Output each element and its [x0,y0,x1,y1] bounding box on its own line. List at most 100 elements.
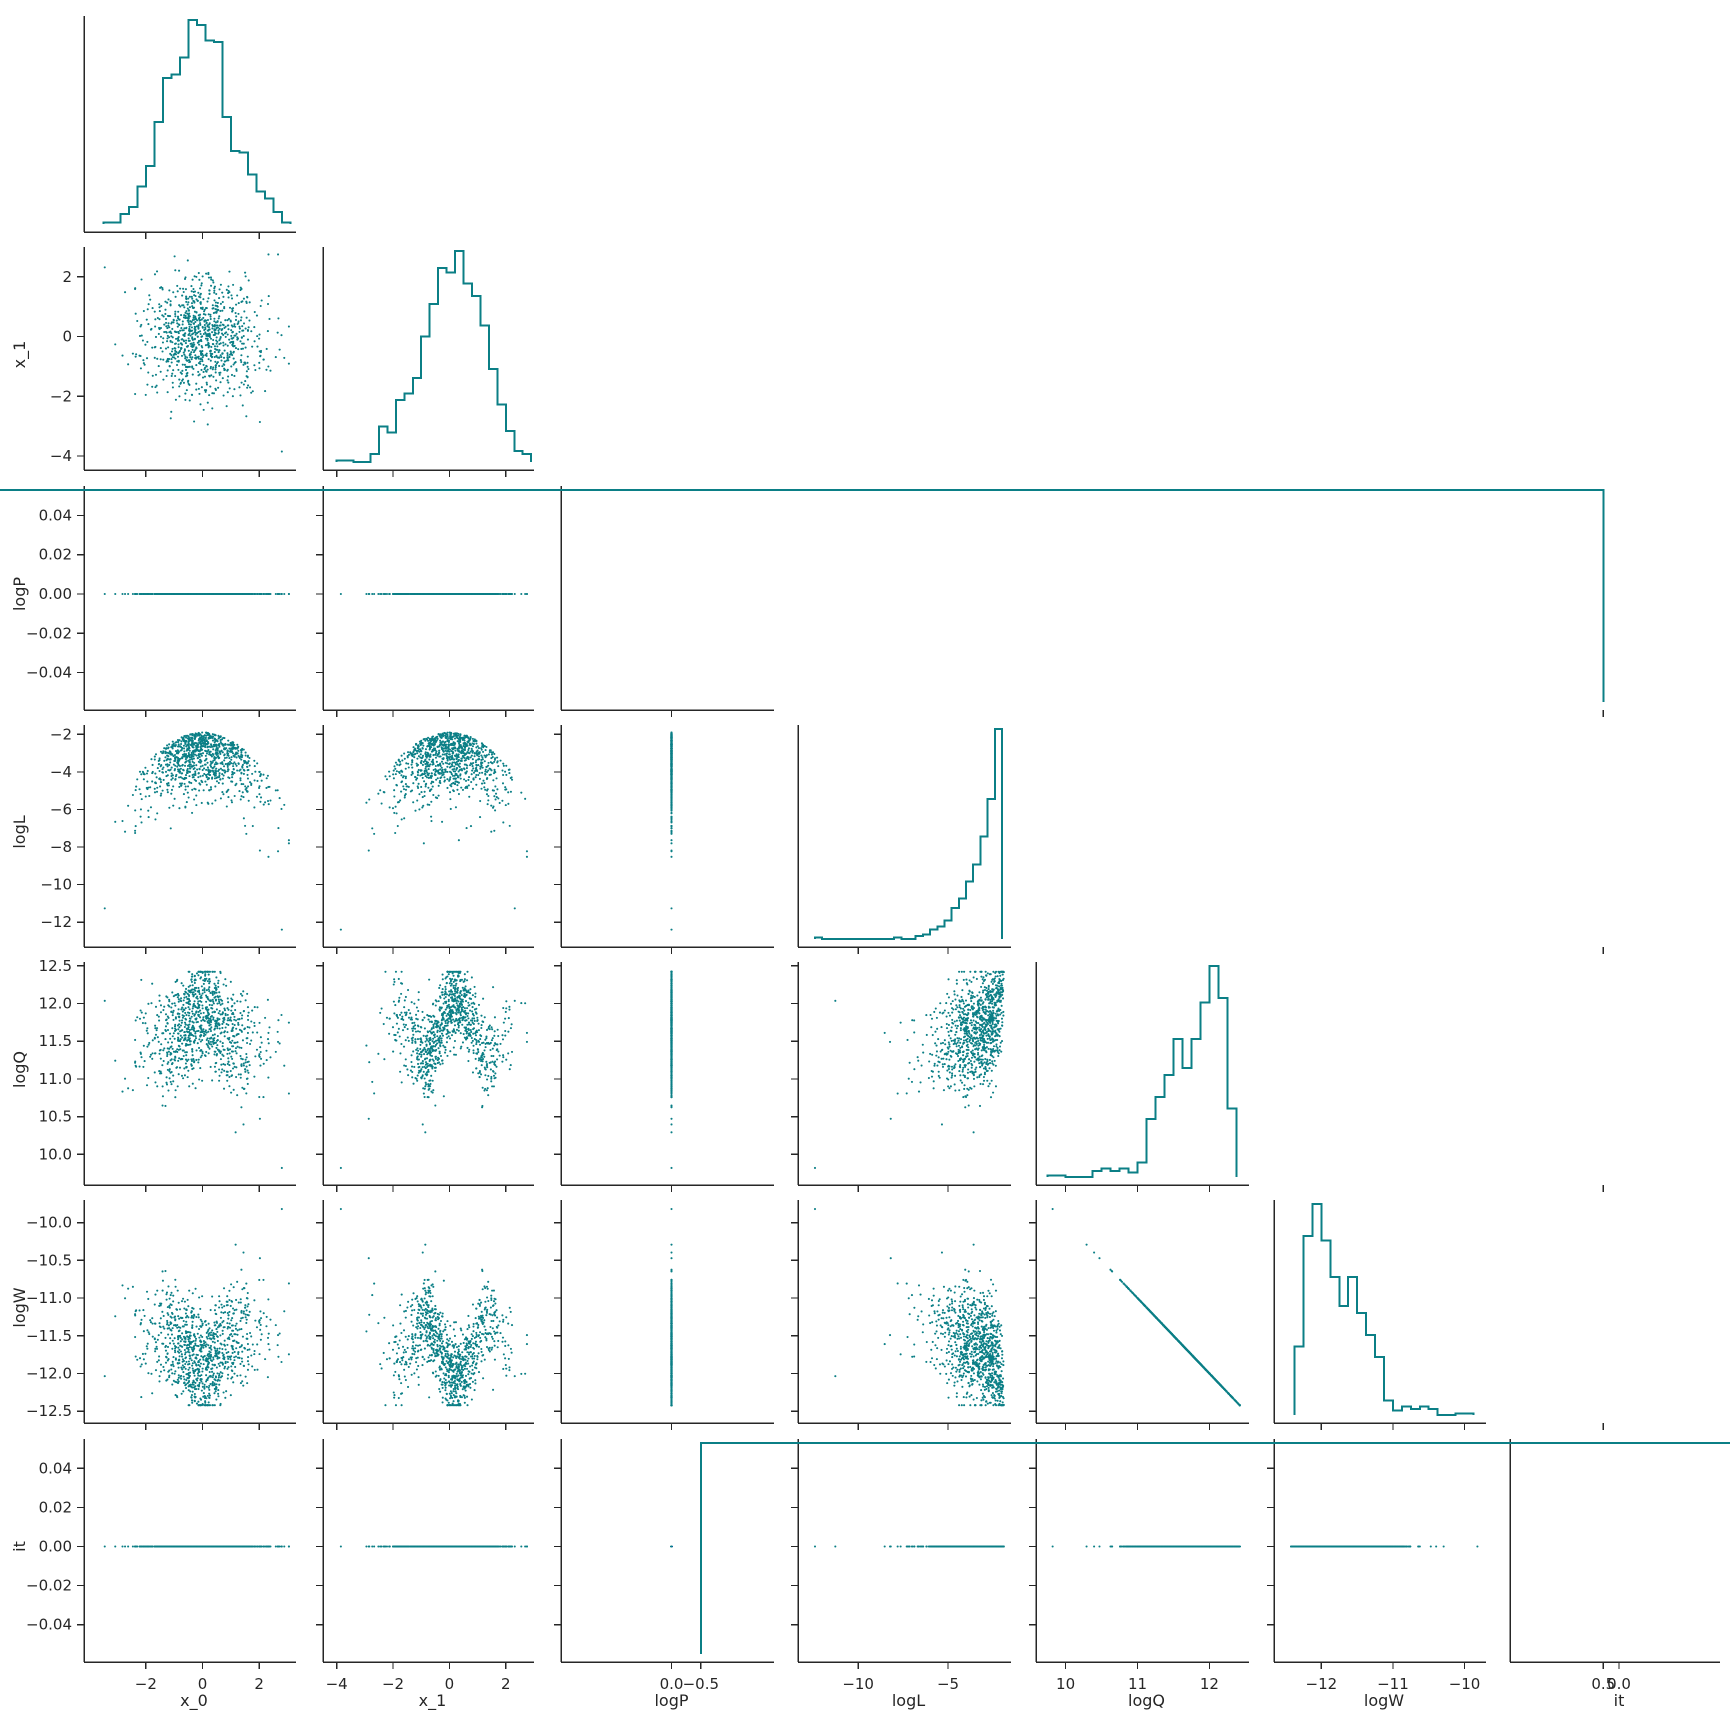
scatter-point [259,593,261,595]
scatter-point [422,773,424,775]
scatter-point [158,770,160,772]
scatter-point [450,744,452,746]
scatter-point [232,742,234,744]
scatter-point [178,807,180,809]
scatter-point [221,365,223,367]
scatter-point [204,376,206,378]
scatter-point [464,754,466,756]
scatter-point [167,765,169,767]
scatter-point [231,776,233,778]
scatter-point [457,750,459,752]
scatter-point [441,767,443,769]
scatter-point [185,593,187,595]
scatter-point [503,765,505,767]
scatter-point [254,340,256,342]
scatter-point [435,593,437,595]
scatter-point [210,746,212,748]
scatter-point [199,340,201,342]
scatter-point [222,751,224,753]
scatter-point [520,792,522,794]
scatter-point [200,765,202,767]
scatter-point [206,339,208,341]
scatter-point [220,359,222,361]
scatter-point [174,255,176,257]
scatter-point [471,755,473,757]
scatter-point [192,288,194,290]
scatter-point [407,763,409,765]
scatter-point [439,593,441,595]
scatter-point [250,330,252,332]
scatter-point [206,365,208,367]
scatter-point [151,780,153,782]
scatter-point [239,779,241,781]
scatter-point [472,745,474,747]
scatter-point [204,734,206,736]
scatter-point [209,764,211,766]
scatter-point [194,770,196,772]
scatter-point [247,762,249,764]
scatter-point [146,384,148,386]
scatter-point [511,776,513,778]
scatter-point [188,328,190,330]
scatter-point [188,337,190,339]
scatter-point [233,772,235,774]
scatter-point [182,739,184,741]
scatter-point [127,593,129,595]
scatter-point [191,742,193,744]
scatter-point [154,318,156,320]
scatter-point [214,286,216,288]
scatter-point [181,777,183,779]
scatter-point [254,369,256,371]
scatter-point [232,765,234,767]
scatter-point [441,758,443,760]
scatter-point [220,303,222,305]
scatter-point [193,773,195,775]
scatter-point [458,839,460,841]
scatter-point [239,394,241,396]
scatter-point [205,755,207,757]
scatter-point [187,768,189,770]
scatter-point [230,365,232,367]
scatter-point [201,360,203,362]
scatter-point [227,292,229,294]
scatter-point [210,318,212,320]
scatter-point [418,755,420,757]
scatter-point [191,593,193,595]
scatter-point [201,781,203,783]
scatter-point [235,304,237,306]
scatter-point [207,297,209,299]
scatter-point [155,336,157,338]
scatter-point [256,335,258,337]
scatter-point [468,776,470,778]
scatter-point [191,365,193,367]
scatter-point [212,308,214,310]
scatter-point [134,809,136,811]
scatter-point [240,319,242,321]
scatter-point [159,785,161,787]
scatter-point [104,907,106,909]
scatter-point [453,768,455,770]
scatter-point [253,806,255,808]
scatter-point [493,830,495,832]
scatter-point [277,827,279,829]
scatter-point [172,805,174,807]
scatter-point [465,773,467,775]
scatter-point [114,593,116,595]
scatter-point [422,805,424,807]
scatter-point [140,355,142,357]
scatter-point [507,803,509,805]
scatter-point [219,381,221,383]
scatter-point [170,769,172,771]
scatter-point [400,781,402,783]
scatter-point [186,389,188,391]
scatter-point [480,755,482,757]
scatter-point [184,777,186,779]
scatter-point [393,789,395,791]
scatter-point [188,740,190,742]
scatter-point [212,376,214,378]
scatter-point [240,795,242,797]
axes-x_1-x_0 [84,247,296,470]
scatter-point [214,325,216,327]
scatter-point [194,774,196,776]
scatter-point [263,804,265,806]
